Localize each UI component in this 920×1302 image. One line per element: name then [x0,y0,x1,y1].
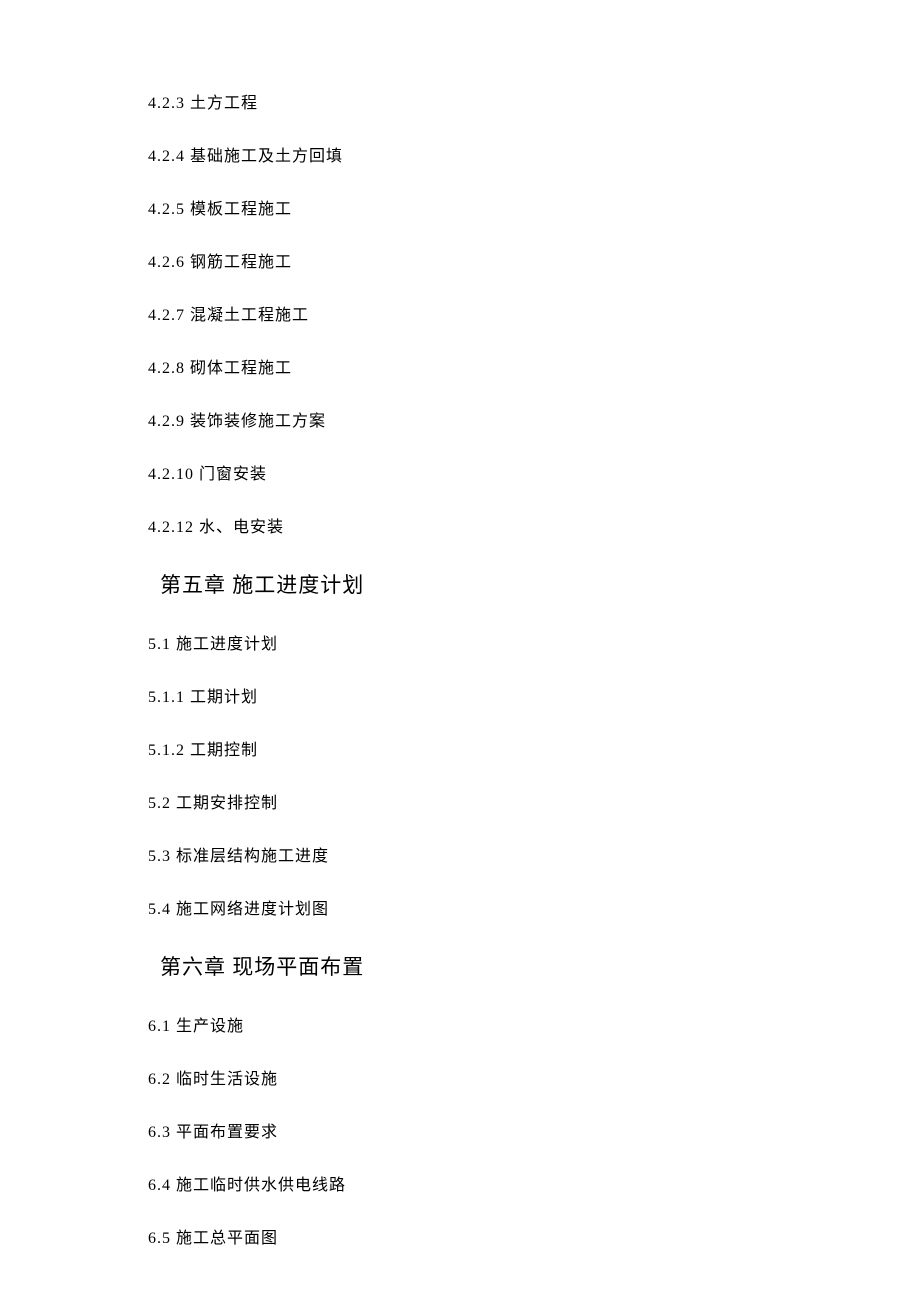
toc-entry: 6.1 生产设施 [148,1015,920,1039]
toc-entry: 6.2 临时生活设施 [148,1068,920,1092]
chapter-heading: 第五章 施工进度计划 [160,569,920,599]
toc-entry: 5.3 标准层结构施工进度 [148,845,920,869]
toc-entry: 5.2 工期安排控制 [148,792,920,816]
toc-container: 4.2.3 土方工程 4.2.4 基础施工及土方回填 4.2.5 模板工程施工 … [148,92,920,1251]
toc-entry: 4.2.4 基础施工及土方回填 [148,145,920,169]
toc-entry: 5.1.1 工期计划 [148,686,920,710]
toc-entry: 4.2.7 混凝土工程施工 [148,304,920,328]
chapter-heading: 第六章 现场平面布置 [160,951,920,981]
toc-entry: 4.2.8 砌体工程施工 [148,357,920,381]
toc-entry: 6.5 施工总平面图 [148,1227,920,1251]
toc-entry: 4.2.12 水、电安装 [148,516,920,540]
toc-entry: 5.1 施工进度计划 [148,633,920,657]
toc-entry: 6.3 平面布置要求 [148,1121,920,1145]
toc-entry: 4.2.6 钢筋工程施工 [148,251,920,275]
toc-entry: 5.1.2 工期控制 [148,739,920,763]
toc-entry: 4.2.5 模板工程施工 [148,198,920,222]
toc-entry: 4.2.9 装饰装修施工方案 [148,410,920,434]
toc-entry: 4.2.10 门窗安装 [148,463,920,487]
toc-entry: 5.4 施工网络进度计划图 [148,898,920,922]
toc-entry: 4.2.3 土方工程 [148,92,920,116]
toc-entry: 6.4 施工临时供水供电线路 [148,1174,920,1198]
